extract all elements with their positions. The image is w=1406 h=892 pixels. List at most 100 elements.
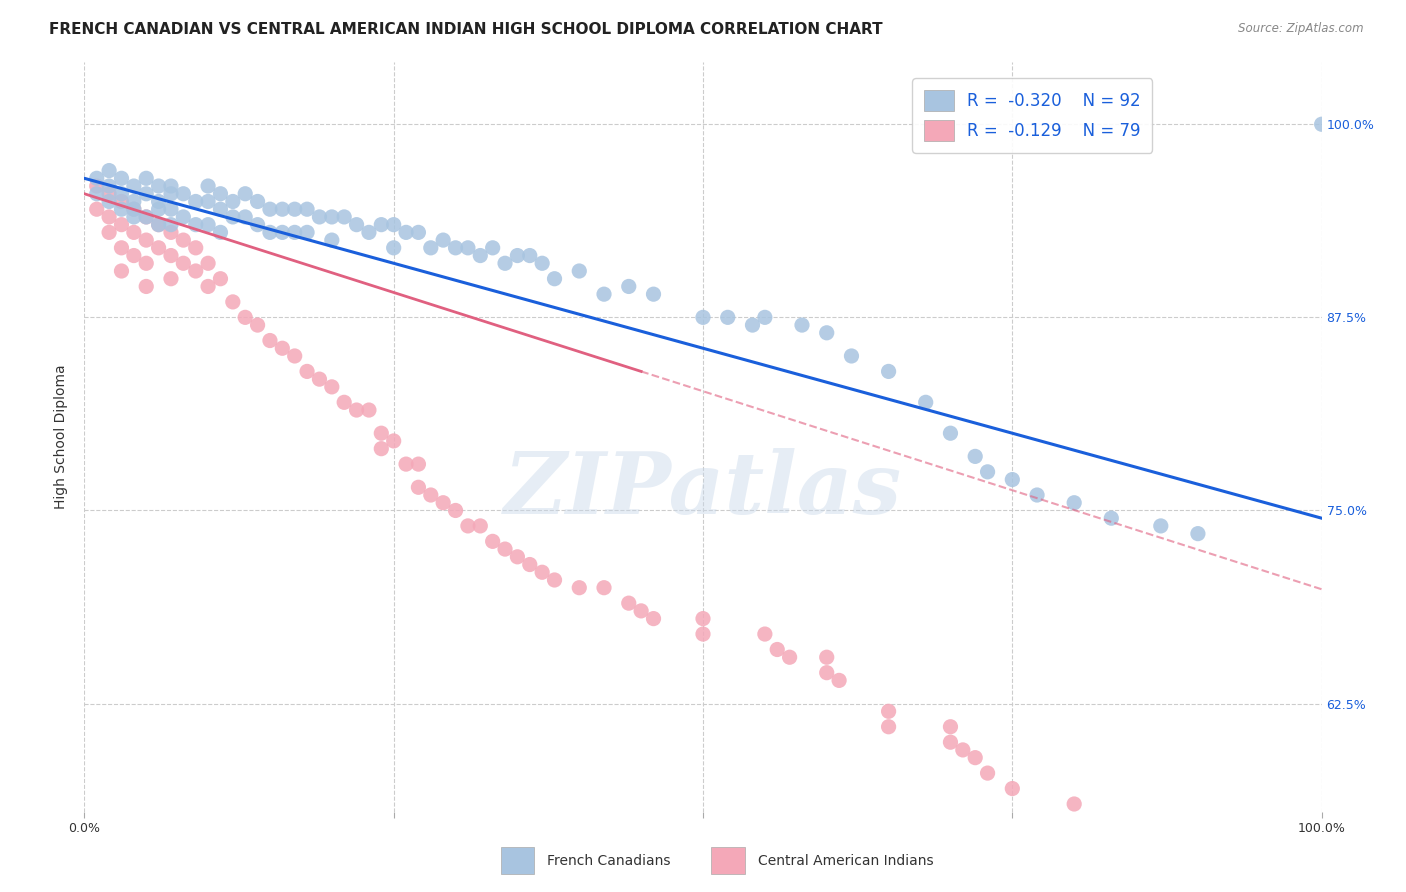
Point [457, 241, 479, 255]
Point [408, 226, 430, 240]
Point [531, 256, 554, 270]
Point [531, 566, 554, 580]
Point [122, 248, 145, 262]
Point [197, 194, 219, 209]
Point [110, 186, 132, 201]
Point [419, 488, 441, 502]
Point [432, 496, 454, 510]
Point [284, 202, 307, 217]
Point [779, 650, 801, 665]
Point [815, 650, 838, 665]
Point [370, 442, 392, 456]
Point [110, 218, 132, 232]
Point [172, 256, 194, 270]
Point [295, 202, 318, 217]
Point [160, 271, 183, 285]
Y-axis label: High School Diploma: High School Diploma [55, 365, 69, 509]
Point [790, 318, 813, 332]
Point [1187, 526, 1209, 541]
Point [259, 226, 281, 240]
Point [976, 766, 998, 780]
Point [741, 318, 763, 332]
Point [408, 480, 430, 494]
Point [197, 256, 219, 270]
Point [271, 341, 294, 355]
Point [110, 202, 132, 217]
Point [506, 248, 529, 262]
Point [148, 241, 170, 255]
Text: ZIPatlas: ZIPatlas [503, 448, 903, 532]
Point [841, 349, 863, 363]
Point [692, 310, 714, 325]
Point [98, 179, 121, 194]
Point [160, 248, 183, 262]
Point [160, 218, 183, 232]
Point [222, 210, 245, 224]
Point [160, 179, 183, 194]
Point [209, 271, 232, 285]
Point [444, 503, 467, 517]
Point [382, 434, 405, 448]
Point [568, 581, 591, 595]
Point [382, 218, 405, 232]
Point [346, 218, 368, 232]
Point [222, 194, 245, 209]
Point [1063, 496, 1085, 510]
Point [184, 241, 207, 255]
Point [160, 202, 183, 217]
Point [1310, 117, 1333, 131]
Point [172, 210, 194, 224]
Point [184, 264, 207, 278]
Point [370, 426, 392, 441]
Point [110, 264, 132, 278]
Point [110, 194, 132, 209]
Point [828, 673, 851, 688]
Point [122, 202, 145, 217]
Point [172, 233, 194, 247]
Point [197, 179, 219, 194]
Point [110, 171, 132, 186]
Point [395, 457, 418, 471]
Point [494, 542, 516, 557]
Point [321, 210, 343, 224]
Point [122, 179, 145, 194]
Point [135, 210, 157, 224]
Point [321, 233, 343, 247]
Point [284, 349, 307, 363]
Point [939, 735, 962, 749]
Point [357, 403, 380, 417]
Point [444, 241, 467, 255]
Point [86, 171, 108, 186]
Point [976, 465, 998, 479]
Point [419, 241, 441, 255]
Point [86, 186, 108, 201]
Point [470, 519, 492, 533]
Point [939, 720, 962, 734]
Point [184, 218, 207, 232]
Point [284, 226, 307, 240]
Point [643, 287, 665, 301]
Point [395, 226, 418, 240]
Point [914, 395, 936, 409]
Point [432, 233, 454, 247]
Point [593, 581, 616, 595]
Point [135, 186, 157, 201]
Text: Central American Indians: Central American Indians [758, 854, 934, 868]
Point [135, 256, 157, 270]
Point [246, 318, 269, 332]
Point [333, 210, 356, 224]
Point [233, 210, 256, 224]
Point [481, 534, 503, 549]
Point [233, 186, 256, 201]
Point [965, 750, 987, 764]
Point [135, 233, 157, 247]
Point [172, 186, 194, 201]
Point [148, 179, 170, 194]
Point [370, 218, 392, 232]
Point [259, 334, 281, 348]
Point [222, 294, 245, 309]
Point [877, 364, 900, 378]
Point [382, 241, 405, 255]
Point [86, 179, 108, 194]
Point [122, 194, 145, 209]
